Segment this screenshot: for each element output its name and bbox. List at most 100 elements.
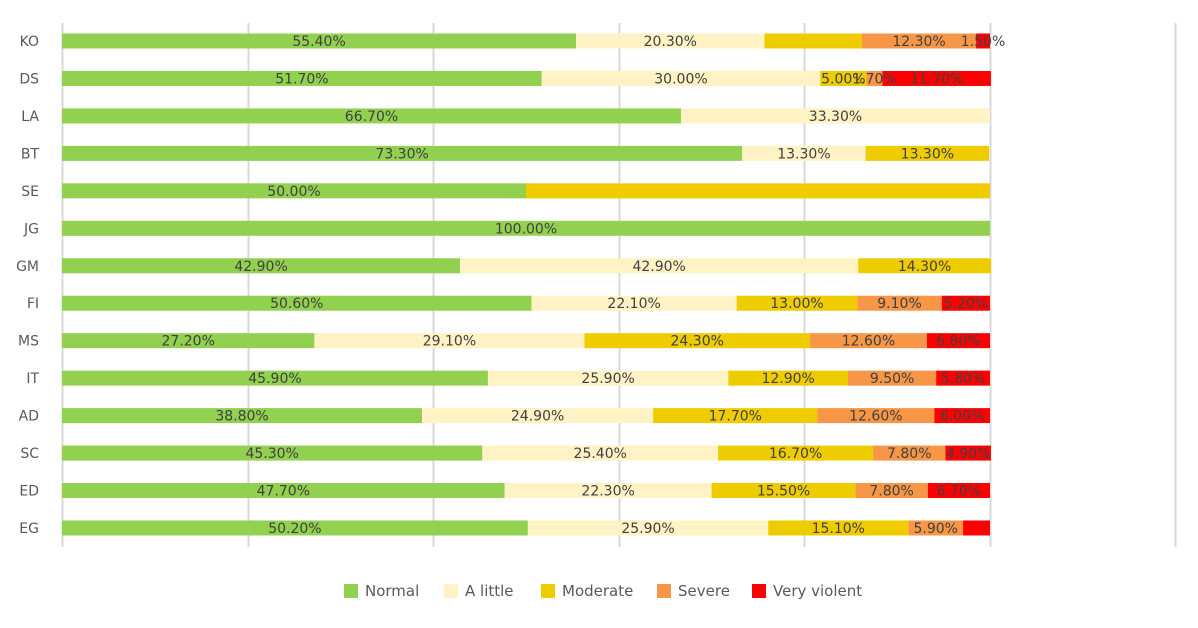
bar-segment-normal (62, 70, 542, 86)
legend-label: Moderate (562, 582, 633, 600)
bar-segment-a-little (504, 483, 712, 499)
data-label: 47.70% (257, 484, 310, 500)
category-label: IT (26, 371, 39, 387)
data-label: 14.30% (898, 259, 951, 275)
bar-segment-normal (62, 258, 461, 274)
data-labels: 55.40% 20.30% 12.30% 1.50% 51.70% 30.00% 5.00%… (162, 34, 1006, 537)
legend-swatch (344, 584, 358, 598)
bar-segment-very-violent (945, 445, 991, 461)
data-label: 50.00% (267, 184, 320, 200)
bar-segment-moderate (768, 520, 909, 536)
bar-segment-very-violent (976, 33, 990, 49)
data-label: 29.10% (423, 334, 476, 350)
data-label: 15.50% (757, 484, 810, 500)
category-label: FI (27, 296, 39, 312)
data-label: 66.70% (345, 109, 398, 125)
data-label: 17.70% (709, 409, 762, 425)
data-label: 33.30% (809, 109, 862, 125)
category-label: LA (21, 109, 39, 125)
data-label: 1.70% (852, 71, 896, 87)
bar-segment-normal (62, 520, 528, 536)
category-label: AD (19, 409, 39, 425)
data-label: 50.20% (268, 521, 321, 537)
category-label: ED (19, 484, 39, 500)
data-label: 6.80% (936, 334, 980, 350)
bar-segment-very-violent (926, 333, 990, 349)
data-label: 22.30% (581, 484, 634, 500)
data-label: 25.90% (621, 521, 674, 537)
data-label: 73.30% (375, 146, 428, 162)
category-labels: KO DS LA BT SE JG GM FI MS IT AD SC ED EG (16, 34, 39, 537)
category-label: EG (19, 521, 39, 537)
data-label: 30.00% (654, 71, 707, 87)
bar-segment-very-violent (882, 70, 991, 86)
bar-segment-severe (848, 370, 937, 386)
bar-segment-moderate (584, 333, 810, 349)
bar-segment-moderate (728, 370, 849, 386)
category-label: MS (18, 334, 39, 350)
legend-swatch (541, 584, 555, 598)
bar-segment-severe (866, 70, 883, 86)
bar-segment-moderate (526, 183, 990, 199)
data-label: 24.90% (511, 409, 564, 425)
data-label: 6.70% (937, 484, 981, 500)
bar-segment-a-little (680, 108, 990, 124)
bar-segment-very-violent (936, 370, 990, 386)
bar-segment-normal (62, 370, 488, 386)
bar-segment-a-little (531, 295, 737, 311)
bar-segment-normal (62, 108, 681, 124)
data-label: 4.90% (946, 446, 990, 462)
bar-segment-moderate (718, 445, 874, 461)
bar-segment-a-little (422, 408, 654, 424)
data-label: 22.10% (607, 296, 660, 312)
bar-segment-severe (861, 33, 977, 49)
data-label: 5.90% (913, 521, 957, 537)
category-label: SE (21, 184, 39, 200)
data-label: 7.80% (887, 446, 931, 462)
data-label: 9.50% (870, 371, 914, 387)
bar-segment-moderate (820, 70, 867, 86)
data-label: 42.90% (632, 259, 685, 275)
bar-segment-a-little (576, 33, 765, 49)
data-label: 5.00% (821, 71, 865, 87)
bar-segment-very-violent (927, 483, 990, 499)
data-label: 20.30% (644, 34, 697, 50)
legend-label: Severe (678, 582, 730, 600)
data-label: 27.20% (162, 334, 215, 350)
data-label: 11.70% (910, 71, 963, 87)
bar-segment-a-little (487, 370, 729, 386)
bar-segment-normal (62, 445, 483, 461)
bar-segment-moderate (858, 258, 991, 274)
bar-segment-severe (873, 445, 946, 461)
bars (62, 33, 991, 536)
bar-segment-a-little (541, 70, 821, 86)
data-label: 25.40% (574, 446, 627, 462)
legend-swatch (752, 584, 766, 598)
legend-swatch (657, 584, 671, 598)
category-label: DS (19, 71, 39, 87)
bar-segment-a-little (527, 520, 769, 536)
bar-segment-a-little (742, 145, 866, 161)
data-label: 45.90% (248, 371, 301, 387)
data-label: 24.30% (671, 334, 724, 350)
bar-segment-very-violent (934, 408, 990, 424)
legend-label: Very violent (773, 582, 862, 600)
bar-segment-normal (62, 33, 577, 49)
bar-segment-severe (817, 408, 935, 424)
legend-swatch (444, 584, 458, 598)
bar-segment-normal (62, 333, 315, 349)
bar-segment-severe (855, 483, 928, 499)
bar-segment-moderate (653, 408, 818, 424)
bar-segment-normal (62, 295, 532, 311)
data-label: 1.50% (961, 34, 1005, 50)
bar-segment-severe (809, 333, 927, 349)
data-label: 55.40% (292, 34, 345, 50)
data-label: 13.30% (901, 146, 954, 162)
data-label: 38.80% (215, 409, 268, 425)
category-label: JG (23, 221, 39, 237)
legend-label: A little (465, 582, 514, 600)
category-label: KO (20, 34, 39, 50)
bar-segment-very-violent (963, 520, 990, 536)
data-label: 50.60% (270, 296, 323, 312)
bar-segment-normal (62, 408, 423, 424)
